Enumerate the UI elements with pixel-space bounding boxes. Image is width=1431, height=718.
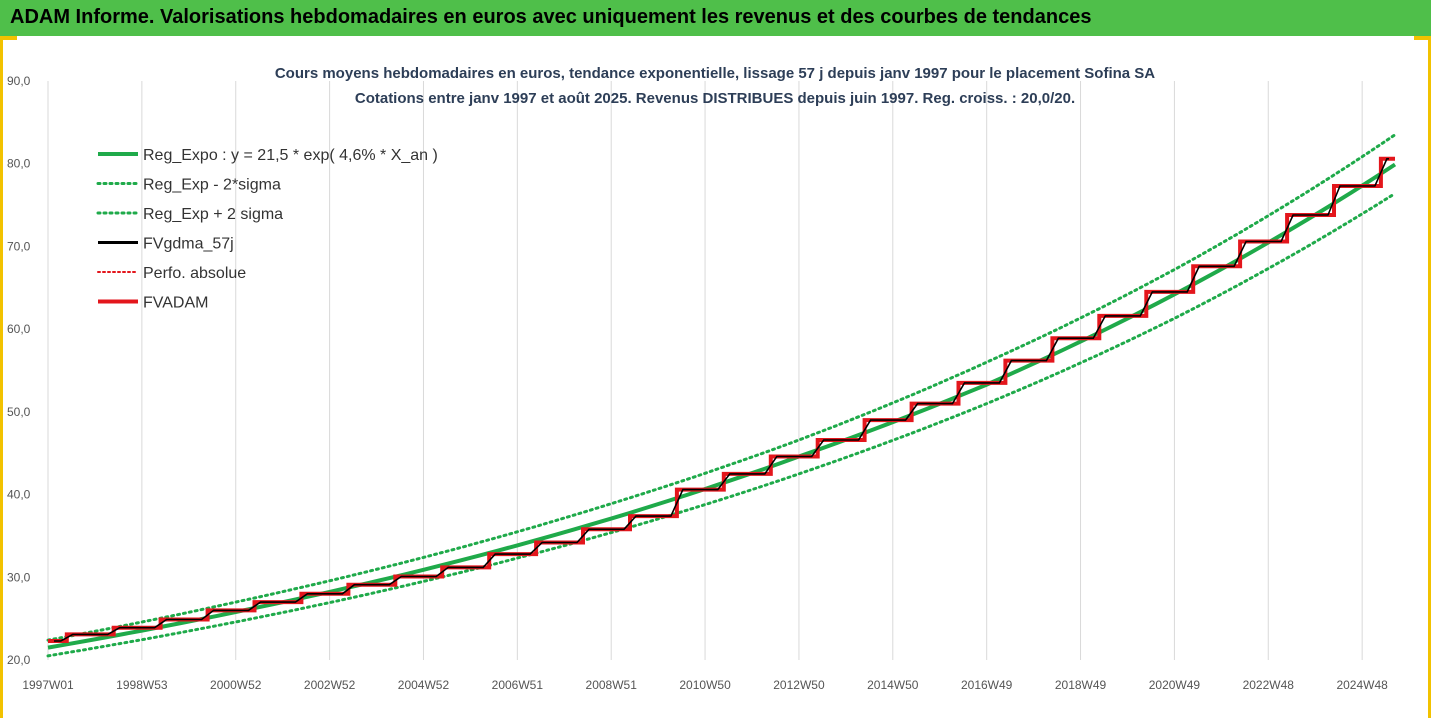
x-tick-label: 2012W50 <box>773 678 825 692</box>
legend-label: Reg_Expo : y = 21,5 * exp( 4,6% * X_an ) <box>143 147 438 164</box>
legend-label: FVADAM <box>143 295 208 312</box>
series-reg-plus-2sigma <box>46 133 1397 642</box>
y-tick-label: 60,0 <box>7 322 31 336</box>
report-title: ADAM Informe. Valorisations hebdomadaire… <box>10 6 1092 28</box>
x-tick-label: 2022W48 <box>1243 678 1295 692</box>
report-banner: ADAM Informe. Valorisations hebdomadaire… <box>0 0 1431 36</box>
x-tick-label: 2004W52 <box>398 678 450 692</box>
chart-frame: 1997W01 1998W53 2000W52 2002W52 2004W52 2006W… <box>0 36 1431 718</box>
frame-corner-top-left <box>3 36 17 40</box>
x-tick-label: 2008W51 <box>586 678 638 692</box>
y-tick-label: 70,0 <box>7 239 31 253</box>
series-fvgdma-57j <box>54 158 1389 642</box>
y-tick-label: 90,0 <box>7 74 31 88</box>
y-tick-label: 40,0 <box>7 488 31 502</box>
x-tick-label: 2016W49 <box>961 678 1013 692</box>
x-tick-label: 2020W49 <box>1149 678 1201 692</box>
series-reg-minus-2sigma <box>46 192 1397 658</box>
frame-corner-top-right <box>1414 36 1428 40</box>
x-tick-label: 2006W51 <box>492 678 544 692</box>
y-tick-label: 30,0 <box>7 570 31 584</box>
x-tick-label: 2000W52 <box>210 678 262 692</box>
x-tick-label: 1997W01 <box>22 678 74 692</box>
legend-label: FVgdma_57j <box>143 236 234 253</box>
y-tick-label: 20,0 <box>7 653 31 667</box>
x-tick-label: 2010W50 <box>679 678 731 692</box>
y-tick-label: 80,0 <box>7 157 31 171</box>
legend-label: Perfo. absolue <box>143 265 246 282</box>
series-reg-expo <box>47 162 1397 650</box>
series-fvadam <box>48 156 1395 643</box>
chart-title-line: Cotations entre janv 1997 et août 2025. … <box>355 90 1075 107</box>
x-tick-label: 2024W48 <box>1336 678 1388 692</box>
x-tick-label: 1998W53 <box>116 678 168 692</box>
y-tick-label: 50,0 <box>7 405 31 419</box>
x-tick-label: 2018W49 <box>1055 678 1107 692</box>
x-tick-label: 2014W50 <box>867 678 919 692</box>
line-chart: 1997W01 1998W53 2000W52 2002W52 2004W52 2006W… <box>7 65 1397 692</box>
legend-label: Reg_Exp + 2 sigma <box>143 206 283 223</box>
x-tick-label: 2002W52 <box>304 678 356 692</box>
legend-label: Reg_Exp - 2*sigma <box>143 177 281 194</box>
chart-title-line: Cours moyens hebdomadaires en euros, ten… <box>275 65 1155 82</box>
